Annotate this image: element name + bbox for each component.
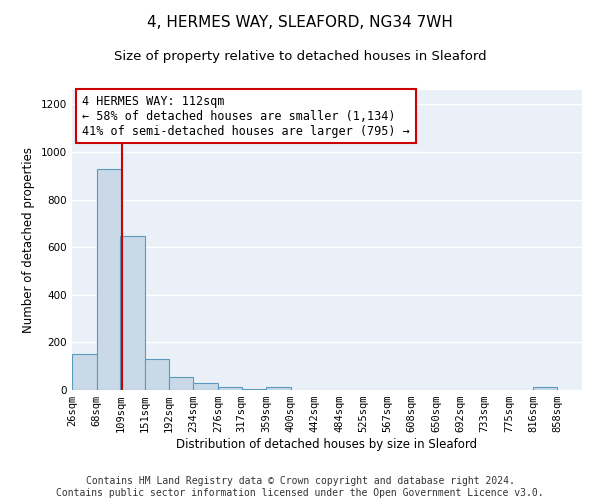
Bar: [533, 387, 557, 390]
Y-axis label: Number of detached properties: Number of detached properties: [22, 147, 35, 333]
Bar: [266, 387, 291, 390]
Text: 4, HERMES WAY, SLEAFORD, NG34 7WH: 4, HERMES WAY, SLEAFORD, NG34 7WH: [147, 15, 453, 30]
Bar: [72, 354, 97, 390]
Bar: [97, 168, 121, 390]
Text: 4 HERMES WAY: 112sqm
← 58% of detached houses are smaller (1,134)
41% of semi-de: 4 HERMES WAY: 112sqm ← 58% of detached h…: [82, 94, 410, 138]
Bar: [169, 377, 193, 390]
Bar: [218, 387, 242, 390]
Bar: [193, 384, 218, 390]
Text: Size of property relative to detached houses in Sleaford: Size of property relative to detached ho…: [113, 50, 487, 63]
X-axis label: Distribution of detached houses by size in Sleaford: Distribution of detached houses by size …: [176, 438, 478, 451]
Bar: [145, 359, 169, 390]
Text: Contains HM Land Registry data © Crown copyright and database right 2024.
Contai: Contains HM Land Registry data © Crown c…: [56, 476, 544, 498]
Bar: [242, 389, 266, 390]
Bar: [121, 236, 145, 390]
